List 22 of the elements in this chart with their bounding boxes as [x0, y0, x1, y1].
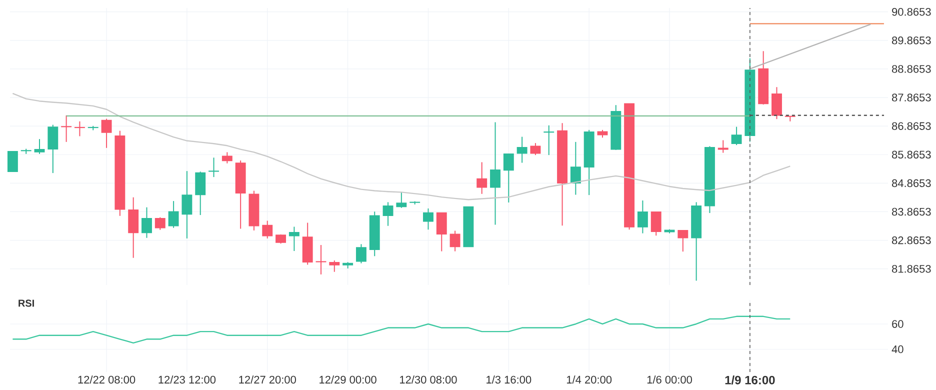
chart-title: RSI [18, 300, 34, 307]
x-tick-label: 12/27 20:00 [239, 376, 296, 384]
y-tick-label: 81.8653 [892, 264, 931, 273]
x-tick-label: 12/23 12:00 [158, 376, 216, 384]
y-tick-label: 85.8653 [892, 150, 931, 159]
y-tick-label: 90.8653 [892, 8, 931, 16]
y-tick-label: 88.8653 [892, 65, 931, 73]
x-tick-label: 12/22 08:00 [78, 376, 136, 384]
y-tick-label: 82.8653 [892, 236, 931, 244]
x-tick-label: 1/4 20:00 [566, 376, 612, 384]
x-tick-label: 1/6 00:00 [647, 376, 692, 384]
x-tick-label: 12/29 00:00 [320, 376, 376, 384]
y-tick-label: 60 [892, 320, 904, 328]
y-tick-label: 83.8653 [892, 208, 931, 216]
y-tick-label: 40 [892, 345, 904, 354]
y-tick-label: 89.8653 [892, 36, 931, 44]
y-tick-label: 87.8653 [892, 94, 931, 102]
y-tick-label: 84.8653 [892, 179, 931, 188]
x-tick-label: 1/3 16:00 [486, 376, 532, 384]
y-tick-label: 86.8653 [892, 122, 931, 130]
x-tick-label: 1/9 16:00 [725, 376, 775, 384]
x-tick-label: 12/30 08:00 [400, 376, 457, 384]
